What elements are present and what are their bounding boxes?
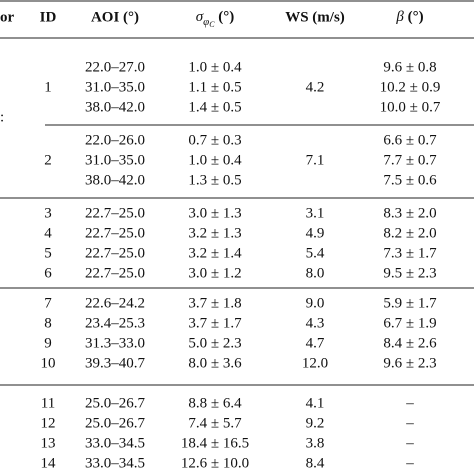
- cell: 22.0–27.0: [85, 59, 145, 75]
- cell: 6.6 ± 0.7: [383, 132, 437, 148]
- cell: 7.3 ± 1.7: [383, 245, 437, 261]
- cell: 5.0 ± 2.3: [188, 335, 241, 351]
- cell: 7.5 ± 0.6: [383, 172, 437, 188]
- cell: 9.0: [306, 295, 325, 311]
- cell: 3.7 ± 1.8: [188, 295, 241, 311]
- cell: 22.7–25.0: [85, 245, 145, 261]
- cell: 0.7 ± 0.3: [188, 132, 241, 148]
- cell: 5: [44, 245, 52, 261]
- cell: 3.2 ± 1.3: [188, 225, 241, 241]
- cell: 3.2 ± 1.4: [188, 245, 242, 261]
- cell: 33.0–34.5: [85, 455, 145, 471]
- cell: 4: [44, 225, 52, 241]
- symbol: C: [209, 20, 215, 29]
- cell: 7.7 ± 0.7: [383, 152, 437, 168]
- cell: 9.2: [306, 415, 325, 431]
- cell: –: [405, 415, 414, 431]
- cell: 31.0–35.0: [85, 79, 145, 95]
- cell: 7: [44, 295, 52, 311]
- cell: 5.9 ± 1.7: [383, 295, 437, 311]
- cell: 22.6–24.2: [85, 295, 145, 311]
- cell: 1.3 ± 0.5: [188, 172, 241, 188]
- cell: 4.9: [306, 225, 325, 241]
- cell: 3.7 ± 1.7: [188, 315, 242, 331]
- cell: 14: [41, 455, 57, 471]
- cell: 3: [44, 205, 52, 221]
- cell: 12: [41, 415, 56, 431]
- cell: 8: [44, 315, 52, 331]
- cell: 8.4 ± 2.6: [383, 335, 437, 351]
- cell: 4.2: [306, 79, 325, 95]
- cell: 1.1 ± 0.5: [188, 79, 241, 95]
- unit: (°): [215, 9, 235, 25]
- cell: 9.5 ± 2.3: [383, 265, 436, 281]
- cell: 7.1: [306, 152, 325, 168]
- cell: 12.6 ± 10.0: [181, 455, 249, 471]
- cell: –: [405, 455, 414, 471]
- cell: 4.1: [306, 395, 325, 411]
- cell: 25.0–26.7: [85, 415, 146, 431]
- cell: 22.7–25.0: [85, 205, 145, 221]
- symbol: β: [395, 9, 404, 25]
- cell: 4.7: [306, 335, 325, 351]
- cell: 9: [44, 335, 52, 351]
- cell: 3.8: [306, 435, 325, 451]
- symbol: σ: [196, 9, 204, 25]
- cell: 8.0: [306, 265, 325, 281]
- cell: 5.4: [306, 245, 325, 261]
- cell: 39.3–40.7: [85, 355, 146, 371]
- cell: 22.7–25.0: [85, 265, 145, 281]
- cell: 22.0–26.0: [85, 132, 145, 148]
- cell: 31.0–35.0: [85, 152, 145, 168]
- cell: 23.4–25.3: [85, 315, 145, 331]
- header-cell: AOI (°): [91, 9, 139, 25]
- cell: 9.6 ± 2.3: [383, 355, 436, 371]
- cell: 9.6 ± 0.8: [383, 59, 436, 75]
- cell: 3.1: [306, 205, 325, 221]
- cell: 1.4 ± 0.5: [188, 99, 241, 115]
- cell: 2: [44, 152, 52, 168]
- cell: 7.4 ± 5.7: [188, 415, 242, 431]
- header-cell: ID: [40, 9, 57, 25]
- header-cell: β (°): [395, 9, 423, 25]
- cell: –: [405, 435, 414, 451]
- cell: 38.0–42.0: [85, 172, 145, 188]
- cell: 8.3 ± 2.0: [383, 205, 436, 221]
- header-cell: or: [0, 9, 15, 25]
- cell: 3.0 ± 1.2: [188, 265, 241, 281]
- cell: 6: [44, 265, 52, 281]
- cell: 10.0 ± 0.7: [380, 99, 441, 115]
- cell: 1.0 ± 0.4: [188, 59, 242, 75]
- cell: –: [405, 395, 414, 411]
- cell: 1: [44, 79, 52, 95]
- unit: (°): [404, 9, 424, 25]
- cell: 13: [41, 435, 56, 451]
- cell: 8.2 ± 2.0: [383, 225, 436, 241]
- header-cell: WS (m/s): [285, 9, 345, 25]
- cell: 25.0–26.7: [85, 395, 146, 411]
- cell: 6.7 ± 1.9: [383, 315, 436, 331]
- cell: 31.3–33.0: [85, 335, 145, 351]
- cell: 8.4: [306, 455, 325, 471]
- cell: 38.0–42.0: [85, 99, 145, 115]
- cell: 33.0–34.5: [85, 435, 145, 451]
- cell: 8.8 ± 6.4: [188, 395, 242, 411]
- cell: 3.0 ± 1.3: [188, 205, 241, 221]
- cell: 12.0: [302, 355, 328, 371]
- cell: 1.0 ± 0.4: [188, 152, 242, 168]
- cell: 10.2 ± 0.9: [380, 79, 441, 95]
- symbol: φ: [203, 16, 209, 28]
- header-cell: σφC (°): [196, 9, 235, 28]
- cell: 18.4 ± 16.5: [181, 435, 249, 451]
- cell: 11: [41, 395, 55, 411]
- cell: 22.7–25.0: [85, 225, 145, 241]
- cut-text: :: [0, 109, 4, 125]
- cell: 10: [41, 355, 56, 371]
- cell: 8.0 ± 3.6: [188, 355, 242, 371]
- cell: 4.3: [306, 315, 325, 331]
